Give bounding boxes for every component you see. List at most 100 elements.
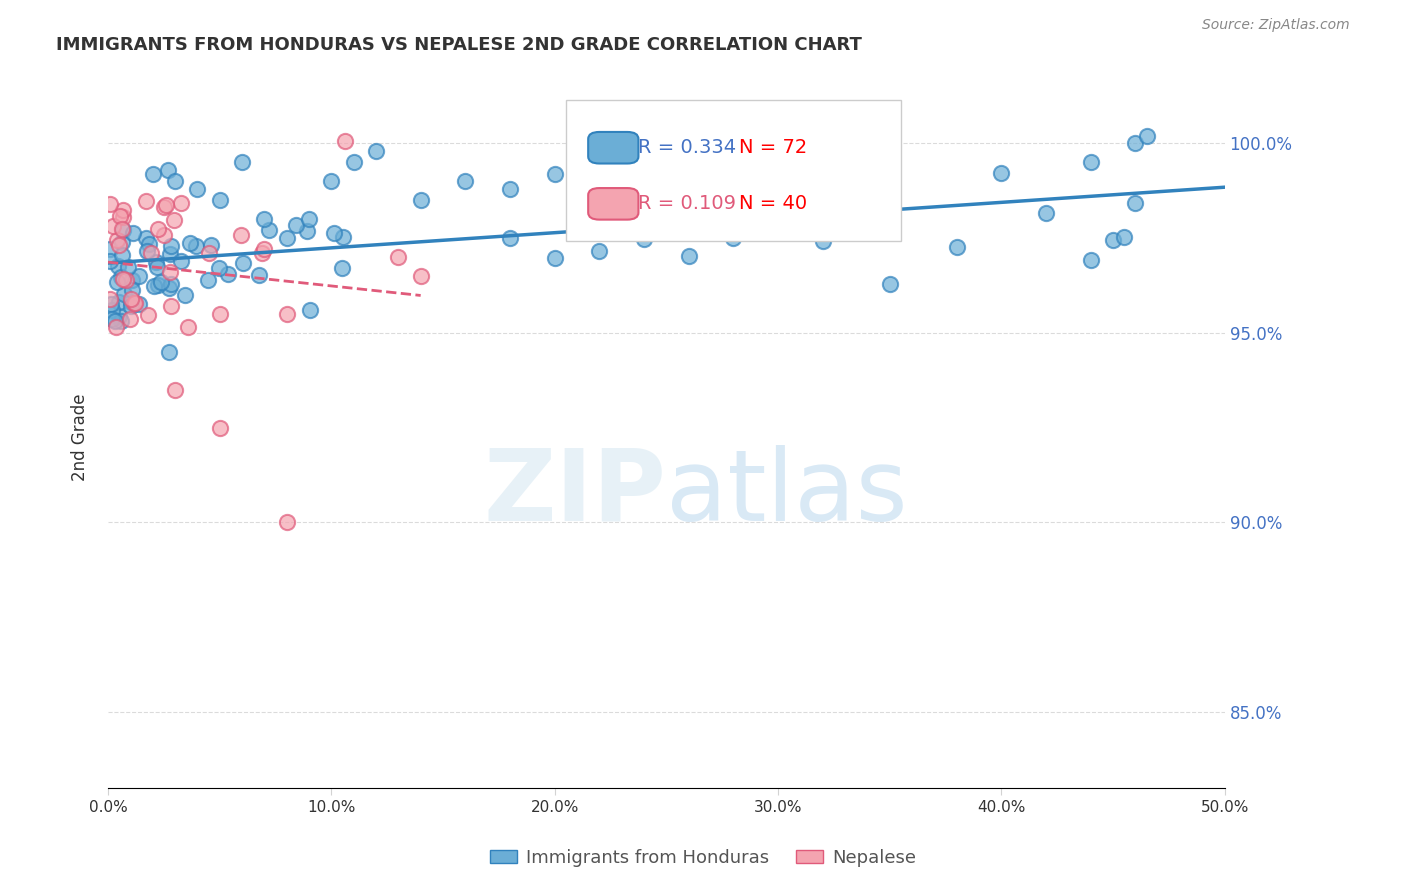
Nepalese [120, 292, 142, 306]
Immigrants from Honduras [544, 251, 567, 265]
Immigrants from Honduras [247, 268, 270, 282]
Immigrants from Honduras [150, 275, 173, 289]
Point [163, 174, 186, 188]
Text: IMMIGRANTS FROM HONDURAS VS NEPALESE 2ND GRADE CORRELATION CHART: IMMIGRANTS FROM HONDURAS VS NEPALESE 2ND… [56, 36, 862, 54]
Text: N = 72: N = 72 [740, 138, 807, 157]
Nepalese [159, 265, 181, 279]
Nepalese [153, 200, 176, 214]
Nepalese [98, 197, 121, 211]
Immigrants from Honduras [766, 217, 789, 231]
Immigrants from Honduras [108, 309, 131, 323]
Nepalese [253, 243, 276, 257]
Immigrants from Honduras [146, 277, 169, 292]
Nepalese [146, 222, 169, 236]
Nepalese [112, 210, 135, 224]
Nepalese [231, 227, 253, 242]
Immigrants from Honduras [811, 234, 834, 248]
Immigrants from Honduras [330, 260, 353, 275]
Legend: Immigrants from Honduras, Nepalese: Immigrants from Honduras, Nepalese [482, 842, 924, 874]
Nepalese [105, 233, 128, 247]
Immigrants from Honduras [100, 296, 122, 310]
Nepalese [250, 245, 273, 260]
Immigrants from Honduras [655, 217, 678, 231]
Immigrants from Honduras [121, 284, 143, 298]
Immigrants from Honduras [1102, 233, 1125, 247]
Point [454, 174, 477, 188]
Nepalese [139, 245, 162, 260]
Point [1080, 155, 1102, 169]
Nepalese [208, 307, 231, 321]
Immigrants from Honduras [297, 224, 319, 238]
Point [298, 212, 321, 227]
Immigrants from Honduras [332, 230, 354, 244]
Nepalese [197, 246, 219, 260]
Immigrants from Honduras [146, 260, 169, 275]
Point [142, 167, 165, 181]
Immigrants from Honduras [298, 303, 321, 318]
Text: N = 40: N = 40 [740, 194, 807, 213]
Text: atlas: atlas [666, 445, 908, 541]
Immigrants from Honduras [142, 278, 165, 293]
Immigrants from Honduras [101, 311, 124, 326]
Immigrants from Honduras [879, 277, 901, 292]
Immigrants from Honduras [128, 269, 150, 284]
Immigrants from Honduras [284, 218, 307, 232]
Immigrants from Honduras [257, 223, 280, 237]
Immigrants from Honduras [110, 314, 132, 328]
Immigrants from Honduras [945, 240, 967, 254]
Point [499, 182, 522, 196]
Nepalese [122, 296, 145, 310]
Nepalese [177, 320, 200, 334]
Immigrants from Honduras [1114, 230, 1136, 244]
Immigrants from Honduras [112, 286, 135, 301]
Point [321, 174, 343, 188]
Immigrants from Honduras [160, 239, 183, 253]
Y-axis label: 2nd Grade: 2nd Grade [72, 393, 89, 481]
Point [1125, 136, 1147, 151]
Nepalese [124, 296, 146, 310]
Immigrants from Honduras [104, 314, 127, 328]
Immigrants from Honduras [110, 269, 132, 284]
Immigrants from Honduras [121, 273, 143, 287]
Nepalese [118, 312, 141, 326]
Immigrants from Honduras [990, 166, 1012, 180]
Nepalese [276, 516, 298, 530]
Immigrants from Honduras [111, 222, 134, 236]
Immigrants from Honduras [101, 302, 124, 317]
Immigrants from Honduras [633, 232, 655, 246]
Immigrants from Honduras [111, 247, 134, 261]
Immigrants from Honduras [107, 259, 129, 273]
Point [231, 155, 253, 169]
Immigrants from Honduras [120, 294, 142, 309]
Immigrants from Honduras [98, 253, 121, 268]
Immigrants from Honduras [157, 281, 180, 295]
Immigrants from Honduras [200, 237, 222, 252]
Nepalese [112, 202, 135, 217]
Nepalese [160, 299, 183, 313]
Immigrants from Honduras [138, 236, 160, 251]
Nepalese [115, 273, 138, 287]
Immigrants from Honduras [208, 260, 231, 275]
Point [1135, 128, 1157, 143]
Immigrants from Honduras [159, 247, 181, 261]
Immigrants from Honduras [322, 226, 344, 240]
Nepalese [105, 319, 128, 334]
FancyBboxPatch shape [588, 132, 638, 163]
Immigrants from Honduras [159, 277, 181, 291]
Nepalese [276, 307, 298, 321]
Immigrants from Honduras [120, 299, 142, 313]
Immigrants from Honduras [232, 256, 254, 270]
Immigrants from Honduras [135, 230, 157, 244]
Immigrants from Honduras [135, 244, 157, 258]
Immigrants from Honduras [122, 226, 145, 240]
Immigrants from Honduras [1080, 252, 1102, 267]
Immigrants from Honduras [1125, 196, 1147, 211]
Immigrants from Honduras [588, 244, 610, 259]
Nepalese [103, 219, 125, 233]
Nepalese [387, 250, 409, 264]
FancyBboxPatch shape [565, 101, 901, 241]
Immigrants from Honduras [157, 162, 180, 177]
Text: ZIP: ZIP [484, 445, 666, 541]
Nepalese [153, 227, 176, 242]
Immigrants from Honduras [678, 250, 700, 264]
